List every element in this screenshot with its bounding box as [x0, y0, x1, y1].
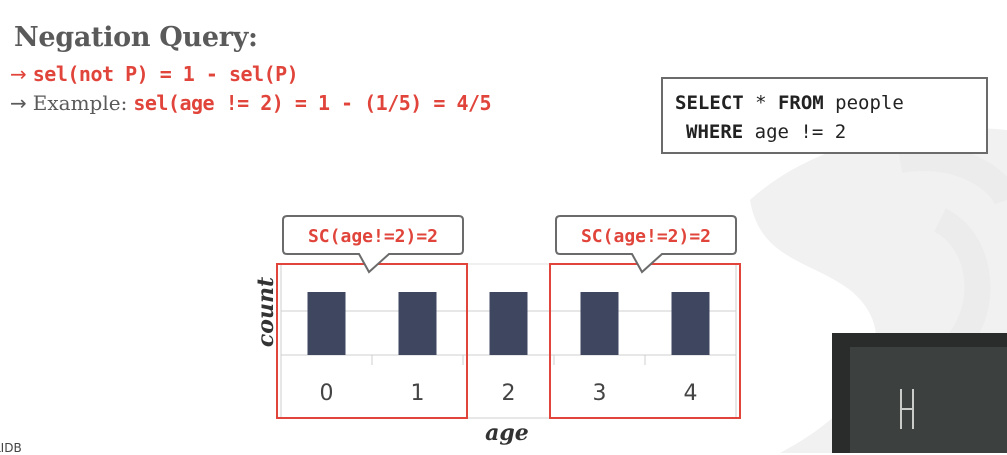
x-tick-label: 0: [320, 381, 334, 406]
sql-keyword-from: FROM: [777, 92, 824, 114]
bar-age-3: [580, 292, 619, 355]
sql-query-box: SELECT * FROM people WHERE age != 2: [661, 77, 988, 154]
chalkboard: [850, 347, 1007, 453]
sql-keyword-where: WHERE: [686, 121, 744, 143]
bar-age-0: [307, 292, 346, 355]
negation-formula: sel(not P) = 1 - sel(P): [32, 62, 299, 86]
arrow-right-icon: →: [10, 62, 27, 86]
callout-label-1: SC(age!=2)=2: [308, 226, 438, 247]
highlight-box-1: [276, 263, 468, 419]
presenter-video-thumbnail: [832, 333, 1007, 453]
bullet-example: → Example: sel(age != 2) = 1 - (1/5) = 4/5: [10, 91, 492, 115]
bar-age-4: [671, 292, 710, 355]
callout-label-2: SC(age!=2)=2: [581, 226, 711, 247]
bar-age-1: [398, 292, 437, 355]
callout-bubble-1: [282, 215, 464, 274]
sql-line-2: WHERE age != 2: [675, 118, 974, 147]
x-tick-label: 3: [593, 381, 607, 406]
x-tick-label: 2: [502, 381, 516, 406]
y-axis-label: count: [253, 277, 279, 347]
sql-table-name: people: [823, 92, 904, 114]
sql-line-1: SELECT * FROM people: [675, 89, 974, 118]
footer-text: LIDB: [0, 441, 22, 455]
bullet-negation-formula: → sel(not P) = 1 - sel(P): [10, 62, 299, 86]
example-formula: sel(age != 2) = 1 - (1/5) = 4/5: [133, 91, 492, 115]
sql-condition: age != 2: [743, 121, 847, 143]
arrow-right-icon: →: [10, 91, 27, 115]
x-tick-label: 4: [684, 381, 698, 406]
sql-star: *: [743, 92, 778, 114]
sql-keyword-select: SELECT: [675, 92, 744, 114]
bar-age-2: [489, 292, 528, 355]
chalk-mark: [900, 389, 914, 429]
slide-title: Negation Query:: [14, 22, 258, 53]
x-axis-label: age: [485, 420, 529, 446]
highlight-box-2: [549, 263, 741, 419]
x-tick-label: 1: [411, 381, 425, 406]
callout-bubble-2: [555, 215, 737, 274]
example-label: Example:: [32, 91, 128, 115]
